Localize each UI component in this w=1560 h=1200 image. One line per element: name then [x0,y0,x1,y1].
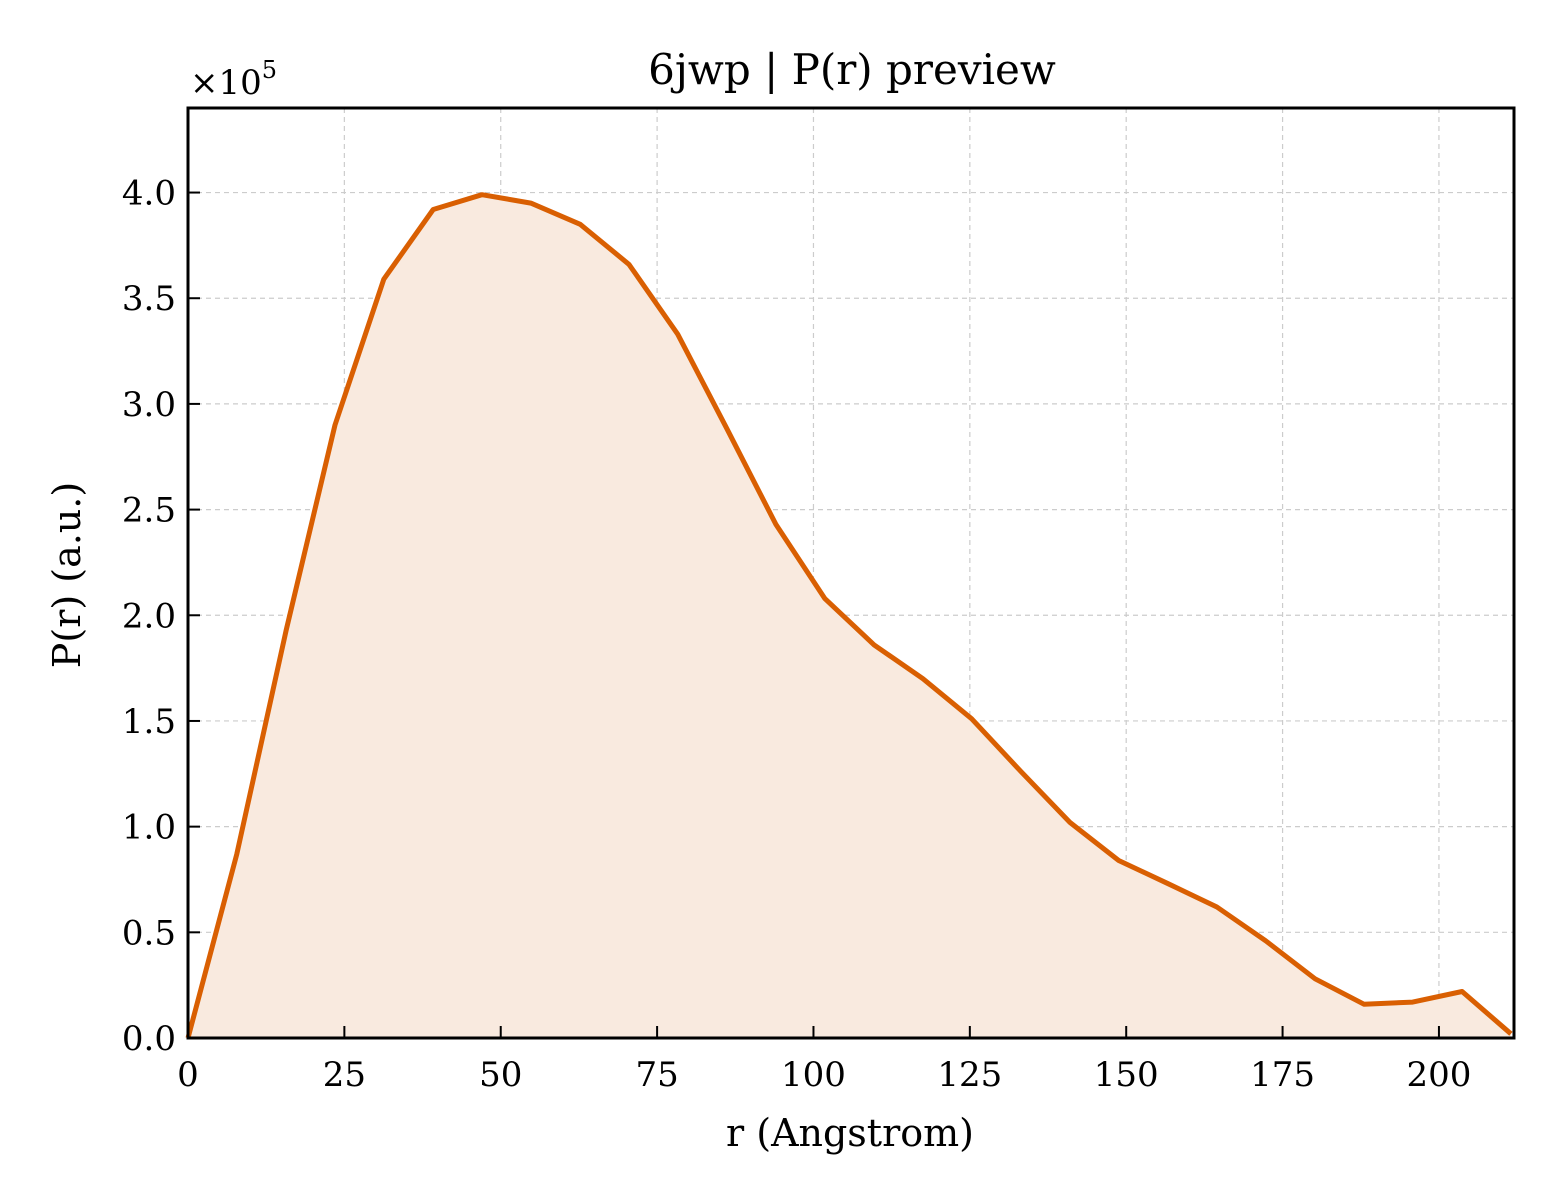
y-tick-label: 1.0 [122,808,176,848]
y-multiplier-exponent: 5 [262,56,277,84]
y-tick-label: 0.5 [122,913,176,953]
y-tick-label: 0.0 [122,1019,176,1059]
y-multiplier-base: ×10 [190,63,262,103]
y-tick-label: 2.0 [122,596,176,636]
x-axis-label: r (Angstrom) [726,1111,974,1155]
pr-series-line [185,192,1513,1039]
pr-area-fill [188,194,1511,1038]
x-tick-label: 25 [323,1055,366,1095]
x-tick-label: 50 [479,1055,522,1095]
x-tick-label: 100 [781,1055,846,1095]
y-tick-label: 2.5 [122,491,176,531]
x-tick-label: 75 [635,1055,678,1095]
plot-frame [186,106,1516,1040]
y-tick-label: 4.0 [122,174,176,214]
x-tick-label: 150 [1094,1055,1159,1095]
y-tick-label: 3.5 [122,279,176,319]
y-tick-label: 3.0 [122,385,176,425]
y-multiplier: ×105 [190,56,277,103]
y-axis-label: P(r) (a.u.) [45,482,89,668]
x-tick-label: 125 [937,1055,1002,1095]
x-tick-label: 0 [177,1055,199,1095]
x-tick-label: 200 [1406,1055,1471,1095]
x-tick-label: 175 [1250,1055,1315,1095]
chart-title: 6jwp | P(r) preview [648,45,1056,94]
y-tick-label: 1.5 [122,702,176,742]
